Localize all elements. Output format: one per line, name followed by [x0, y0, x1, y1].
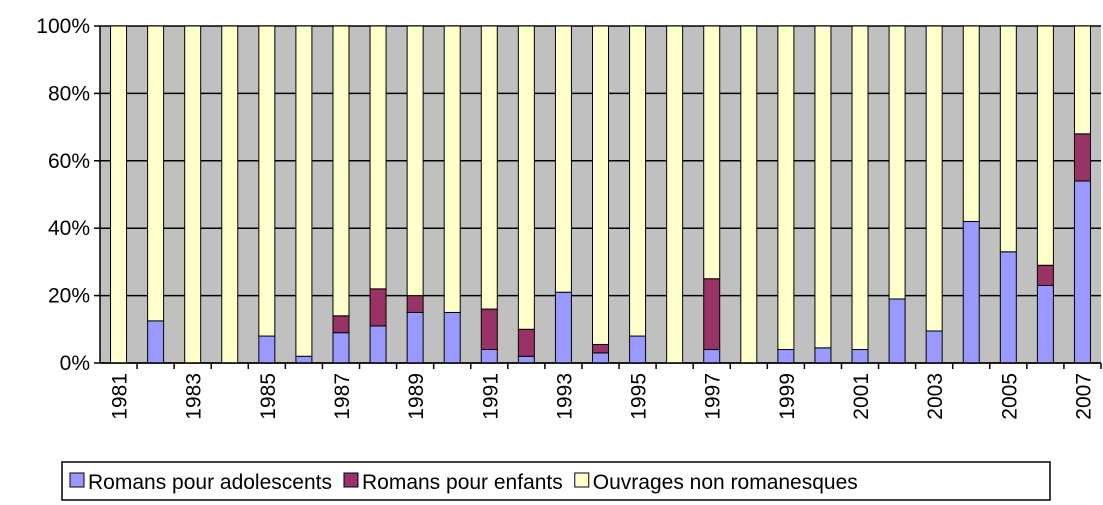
bar-segment: [851, 349, 869, 364]
bar-segment: [1036, 25, 1054, 266]
legend-label: Romans pour adolescents: [88, 471, 332, 494]
x-tick-label: 1999: [776, 373, 799, 420]
x-tick-label: 1987: [331, 373, 354, 420]
bar-segment: [1036, 284, 1054, 364]
bar-segment: [110, 25, 128, 364]
bar-segment: [814, 25, 832, 349]
bar-segment: [703, 25, 721, 280]
x-tick-label: 1981: [109, 373, 132, 420]
x-tick-label: 1993: [553, 373, 576, 420]
bar-segment: [962, 25, 980, 222]
x-tick-label: 2007: [1072, 373, 1095, 420]
bar-segment: [332, 315, 350, 334]
x-tick-label: 1991: [479, 373, 502, 420]
bar-segment: [851, 25, 869, 351]
bar-segment: [592, 352, 609, 364]
y-tick-label: 20%: [48, 285, 90, 308]
bar-segment: [369, 288, 387, 327]
bar-segment: [999, 251, 1017, 364]
bar-segment: [1073, 180, 1091, 364]
x-tick-label: 1997: [702, 373, 725, 420]
x-tick-label: 1995: [628, 373, 651, 420]
x-tick-label: 2003: [924, 373, 947, 420]
x-tick-label: 2001: [850, 373, 873, 420]
y-tick-label: 40%: [48, 217, 90, 240]
bar-segment: [999, 25, 1017, 253]
bar-segment: [1073, 133, 1091, 182]
bar-segment: [517, 25, 535, 330]
bar-segment: [592, 343, 609, 354]
bar-segment: [369, 325, 387, 364]
bar-segment: [703, 349, 721, 364]
bar-segment: [814, 347, 832, 364]
bar-segment: [962, 220, 980, 364]
bar-segment: [629, 335, 647, 364]
legend-swatch: [574, 472, 590, 488]
bar-segment: [295, 25, 313, 357]
bar-segment: [888, 298, 906, 364]
legend-swatch: [69, 472, 85, 488]
y-tick-label: 60%: [48, 150, 90, 173]
bar-segment: [480, 308, 498, 351]
bar-segment: [258, 25, 276, 337]
bar-segment: [888, 25, 906, 300]
bar-segment: [258, 335, 276, 364]
bar-segment: [332, 25, 350, 317]
bar-segment: [406, 25, 424, 297]
bar-segment: [925, 330, 943, 364]
bar-segment: [295, 355, 313, 364]
bar-segment: [517, 355, 535, 364]
y-tick-label: 100%: [36, 15, 90, 38]
bar-segment: [554, 25, 572, 293]
bar-segment: [369, 25, 387, 290]
bar-segment: [666, 25, 684, 364]
legend-label: Romans pour enfants: [362, 471, 563, 494]
bar-segment: [554, 291, 572, 364]
legend: Romans pour adolescents Romans pour enfan…: [69, 471, 858, 494]
x-tick-label: 1983: [183, 373, 206, 420]
bar-segment: [332, 332, 350, 364]
bar-segment: [406, 295, 424, 313]
bar-segment: [184, 25, 202, 364]
bar-segment: [740, 25, 758, 364]
bar-segment: [406, 311, 424, 364]
bar-segment: [777, 25, 795, 351]
bar-segment: [703, 278, 721, 351]
bar-segment: [147, 320, 165, 364]
bar-segment: [1036, 264, 1054, 286]
bar-segment: [221, 25, 239, 364]
bar-segment: [443, 311, 461, 364]
legend-swatch: [343, 472, 359, 488]
x-tick-label: 2005: [998, 373, 1021, 420]
x-tick-label: 1989: [405, 373, 428, 420]
x-tick-label: 1985: [257, 373, 280, 420]
bar-segment: [147, 25, 165, 322]
y-tick-label: 80%: [48, 82, 90, 105]
bar-segment: [925, 25, 943, 332]
legend-label: Ouvrages non romanesques: [593, 471, 858, 494]
bar-segment: [480, 349, 498, 364]
bar-segment: [443, 25, 461, 313]
legend-box: [61, 461, 1051, 501]
bar-segment: [629, 25, 647, 337]
y-tick-label: 0%: [60, 352, 90, 375]
bar-segment: [592, 25, 609, 345]
bar-segment: [480, 25, 498, 310]
bar-segment: [1073, 25, 1091, 135]
bar-segment: [517, 328, 535, 357]
bar-segment: [777, 349, 795, 364]
